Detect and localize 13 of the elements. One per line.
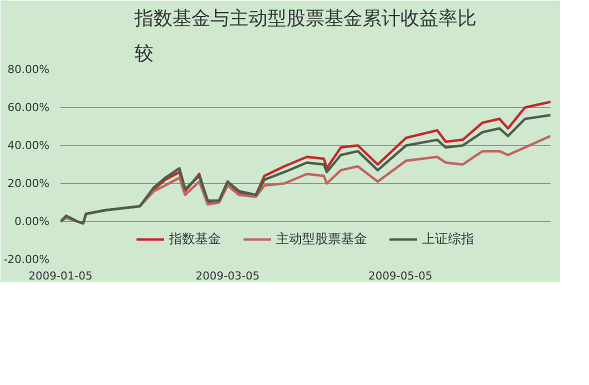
chart-title: 指数基金与主动型股票基金累计收益率比较 xyxy=(134,7,476,64)
y-tick-label: 0.00% xyxy=(14,215,50,228)
legend-label: 指数基金 xyxy=(169,231,221,248)
x-tick-label: 2009-01-05 xyxy=(28,270,92,282)
x-tick-label: 2009-05-05 xyxy=(368,270,432,282)
y-tick-label: 20.00% xyxy=(8,177,50,190)
y-tick-label: 80.00% xyxy=(8,63,50,76)
legend-label: 上证综指 xyxy=(422,231,474,248)
x-tick-label: 2009-03-05 xyxy=(196,270,260,282)
y-tick-label: 60.00% xyxy=(8,101,50,114)
legend-label: 主动型股票基金 xyxy=(276,231,367,248)
y-tick-label: 40.00% xyxy=(8,139,50,152)
y-tick-label: -20.00% xyxy=(4,253,50,266)
